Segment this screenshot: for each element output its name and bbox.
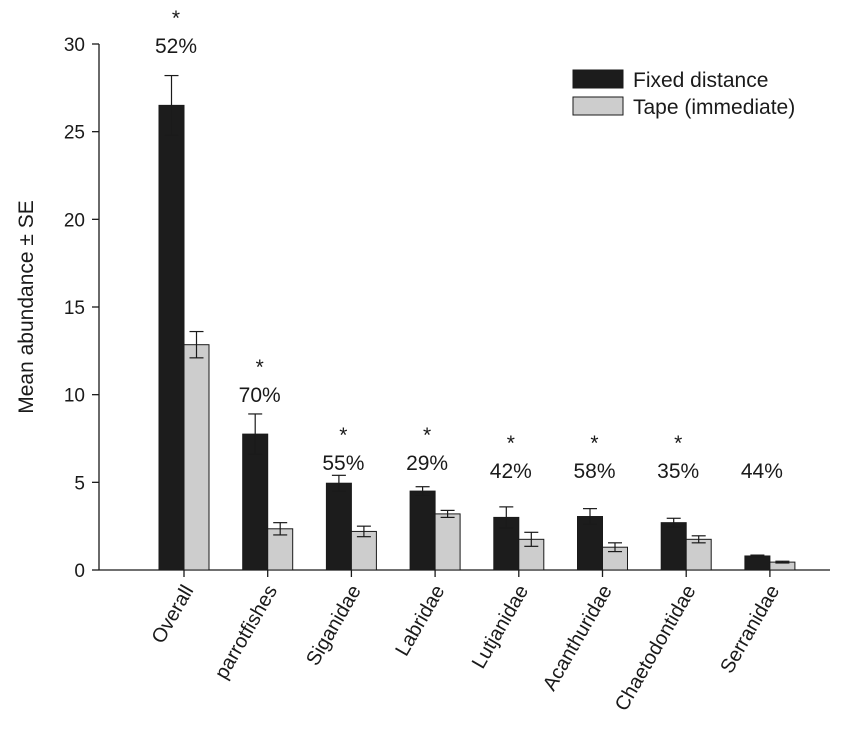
percent-label-siganidae: 55% <box>322 452 364 475</box>
bar-tape-immediate-siganidae <box>350 530 377 571</box>
error-bars <box>164 74 790 564</box>
legend-label-fixed-distance: Fixed distance <box>633 69 768 92</box>
axes: 0 5 10 15 20 25 30 <box>64 35 830 582</box>
y-axis-label: Mean abundance ± SE <box>15 200 38 414</box>
bar-tape-immediate-parrotfishes <box>267 528 294 571</box>
category-label-labridae: Labridae <box>391 582 449 660</box>
error-bar-tape-immediate-overall <box>189 330 204 359</box>
y-tick-label: 25 <box>64 123 85 144</box>
percent-label-overall: 52% <box>155 35 197 58</box>
percent-label-chaetodontidae: 35% <box>657 460 699 483</box>
error-bar-tape-immediate-lutjanidae <box>524 531 539 547</box>
bar-fixed-distance-chaetodontidae <box>660 522 687 571</box>
percent-label-acanthuridae: 58% <box>573 460 615 483</box>
significance-star-overall: * <box>172 7 180 30</box>
y-tick-label: 5 <box>74 473 85 494</box>
legend: Fixed distance Tape (immediate) <box>572 69 795 119</box>
category-label-serranidae: Serranidae <box>716 582 784 678</box>
error-bar-tape-immediate-siganidae <box>356 525 371 538</box>
category-label-parrotfishes: parrotfishes <box>211 582 282 683</box>
annotations: * 52% * 70% * 55% * 29% * 42% * 58% * 35% 44% <box>155 7 783 483</box>
error-bar-tape-immediate-serranidae <box>775 560 790 564</box>
category-label-lutjanidae: Lutjanidae <box>468 582 533 673</box>
error-bar-fixed-distance-acanthuridae <box>583 508 597 526</box>
bar-tape-immediate-chaetodontidae <box>685 538 712 571</box>
category-label-chaetodontidae: Chaetodontidae <box>611 582 701 715</box>
percent-label-lutjanidae: 42% <box>490 460 532 483</box>
error-bar-tape-immediate-parrotfishes <box>273 522 288 536</box>
error-bar-fixed-distance-overall <box>164 74 179 136</box>
bar-fixed-distance-overall <box>158 104 185 571</box>
error-bar-fixed-distance-lutjanidae <box>499 506 514 529</box>
legend-label-tape-immediate: Tape (immediate) <box>633 96 795 119</box>
significance-star-siganidae: * <box>339 424 347 447</box>
significance-star-lutjanidae: * <box>507 432 515 455</box>
category-label-acanthuridae: Acanthuridae <box>539 582 617 695</box>
y-tick-label: 15 <box>64 298 85 319</box>
legend-swatch-tape-immediate <box>572 96 624 116</box>
y-tick-label: 10 <box>64 386 85 407</box>
significance-star-labridae: * <box>423 424 431 447</box>
bar-tape-immediate-labridae <box>434 513 461 571</box>
percent-label-labridae: 29% <box>406 452 448 475</box>
y-tick-label: 20 <box>64 210 85 231</box>
y-tick-label: 0 <box>74 561 85 582</box>
category-label-siganidae: Siganidae <box>302 582 366 670</box>
bar-tape-immediate-overall <box>183 344 210 571</box>
error-bar-tape-immediate-labridae <box>440 509 455 519</box>
error-bar-tape-immediate-acanthuridae <box>608 542 622 553</box>
error-bar-fixed-distance-serranidae <box>750 554 765 558</box>
bar-fixed-distance-siganidae <box>325 482 352 571</box>
significance-star-parrotfishes: * <box>256 356 264 379</box>
bar-fixed-distance-parrotfishes <box>242 433 269 571</box>
error-bar-fixed-distance-parrotfishes <box>248 413 263 455</box>
error-bar-tape-immediate-chaetodontidae <box>691 535 706 544</box>
legend-swatch-fixed-distance <box>572 69 624 89</box>
percent-label-serranidae: 44% <box>741 460 783 483</box>
category-label-overall: Overall <box>148 582 199 648</box>
error-bar-fixed-distance-chaetodontidae <box>666 517 681 528</box>
bar-fixed-distance-labridae <box>409 490 436 571</box>
bar-fixed-distance-acanthuridae <box>577 516 603 571</box>
significance-star-acanthuridae: * <box>590 432 598 455</box>
significance-star-chaetodontidae: * <box>674 432 682 455</box>
y-tick-label: 30 <box>64 35 85 56</box>
percent-label-parrotfishes: 70% <box>239 384 281 407</box>
bar-fixed-distance-serranidae <box>744 555 771 571</box>
error-bar-fixed-distance-siganidae <box>331 474 346 492</box>
category-labels: Overall parrotfishes Siganidae Labridae Lutj… <box>148 582 785 715</box>
error-bar-fixed-distance-labridae <box>415 486 430 497</box>
bars <box>158 104 796 571</box>
